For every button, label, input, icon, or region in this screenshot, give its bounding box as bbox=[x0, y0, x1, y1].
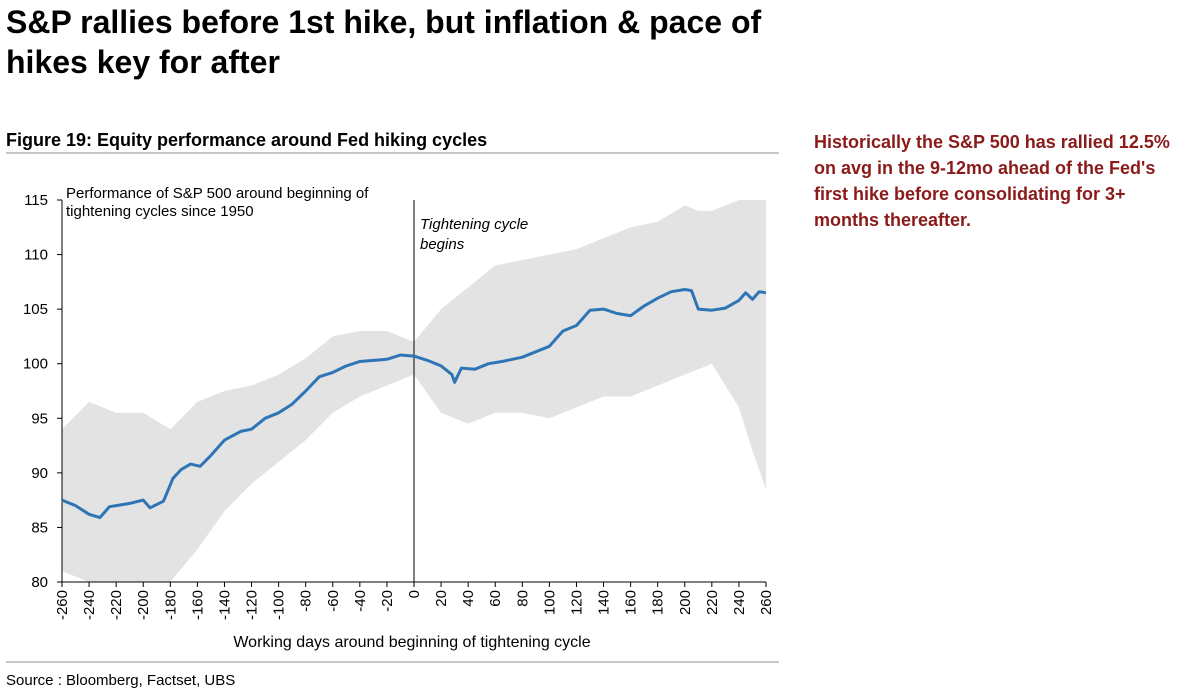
x-tick-label: -260 bbox=[54, 590, 71, 620]
side-note: Historically the S&P 500 has rallied 12.… bbox=[814, 132, 1170, 230]
x-tick-label: 220 bbox=[704, 590, 721, 615]
annotation-line: Tightening cycle bbox=[420, 216, 528, 233]
y-tick-label: 90 bbox=[31, 465, 48, 482]
x-axis-label: Working days around beginning of tighten… bbox=[233, 634, 590, 651]
x-tick-label: 20 bbox=[433, 590, 450, 607]
range-band bbox=[62, 200, 766, 582]
x-tick-label: 120 bbox=[568, 590, 585, 615]
range-band-area bbox=[62, 200, 766, 582]
x-tick-label: -40 bbox=[352, 590, 369, 612]
x-tick-label: -140 bbox=[216, 590, 233, 620]
y-tick-label: 85 bbox=[31, 519, 48, 536]
y-tick-label: 100 bbox=[23, 356, 48, 373]
x-tick-label: -200 bbox=[135, 590, 152, 620]
headline: S&P rallies before 1st hike, but inflati… bbox=[6, 4, 762, 80]
y-tick-label: 80 bbox=[31, 574, 48, 591]
x-tick-label: -20 bbox=[379, 590, 396, 612]
x-tick-label: -120 bbox=[244, 590, 261, 620]
source-note: Source : Bloomberg, Factset, UBS bbox=[6, 672, 236, 689]
x-tick-label: 40 bbox=[460, 590, 477, 607]
series-line bbox=[61, 288, 767, 520]
x-tick-label: 240 bbox=[731, 590, 748, 615]
x-tick-label: 60 bbox=[487, 590, 504, 607]
x-tick-label: 260 bbox=[758, 590, 775, 615]
y-tick-label: 110 bbox=[24, 247, 48, 264]
chart-axes bbox=[57, 199, 767, 587]
bottom-divider bbox=[6, 661, 779, 663]
x-tick-label: -60 bbox=[325, 590, 342, 612]
chart-title-line: tightening cycles since 1950 bbox=[66, 203, 254, 220]
x-tick-label: -100 bbox=[271, 590, 288, 620]
series-line-path bbox=[61, 288, 767, 520]
x-tick-label: 140 bbox=[596, 590, 613, 615]
x-tick-label: 80 bbox=[514, 590, 531, 607]
y-tick-label: 105 bbox=[23, 301, 48, 318]
x-tick-label: 160 bbox=[623, 590, 640, 615]
x-tick-label: 200 bbox=[677, 590, 694, 615]
y-tick-label: 115 bbox=[24, 192, 48, 209]
x-tick-label: -160 bbox=[189, 590, 206, 620]
x-tick-label: 0 bbox=[406, 590, 423, 598]
y-tick-label: 95 bbox=[31, 410, 48, 427]
x-tick-label: -220 bbox=[108, 590, 125, 620]
x-tick-label: 180 bbox=[650, 590, 667, 615]
x-tick-label: -80 bbox=[298, 590, 315, 612]
x-tick-label: -180 bbox=[162, 590, 179, 620]
figure-title: Figure 19: Equity performance around Fed… bbox=[6, 130, 488, 150]
chart-title-line: Performance of S&P 500 around beginning … bbox=[66, 185, 369, 202]
annotation-line: begins bbox=[420, 236, 465, 253]
top-divider bbox=[6, 152, 779, 154]
x-tick-label: -240 bbox=[81, 590, 98, 620]
x-tick-label: 100 bbox=[541, 590, 558, 615]
